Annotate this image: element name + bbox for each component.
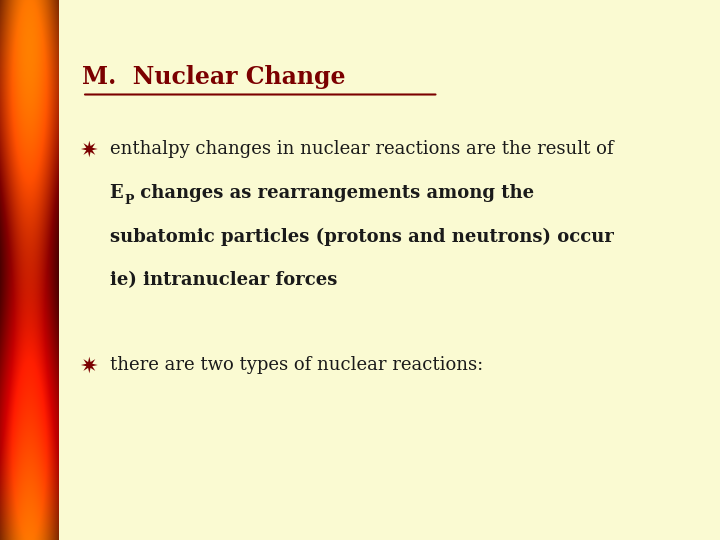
Text: ✷: ✷ [78,140,97,160]
Text: ✷: ✷ [78,356,97,376]
Text: enthalpy changes in nuclear reactions are the result of: enthalpy changes in nuclear reactions ar… [109,140,613,158]
Text: P: P [125,194,134,207]
Text: there are two types of nuclear reactions:: there are two types of nuclear reactions… [109,356,483,374]
Text: ie) intranuclear forces: ie) intranuclear forces [109,271,337,289]
Text: changes as rearrangements among the: changes as rearrangements among the [133,184,534,202]
Text: M.  Nuclear Change: M. Nuclear Change [82,65,346,89]
Text: E: E [109,184,123,202]
Text: subatomic particles (protons and neutrons) occur: subatomic particles (protons and neutron… [109,228,613,246]
